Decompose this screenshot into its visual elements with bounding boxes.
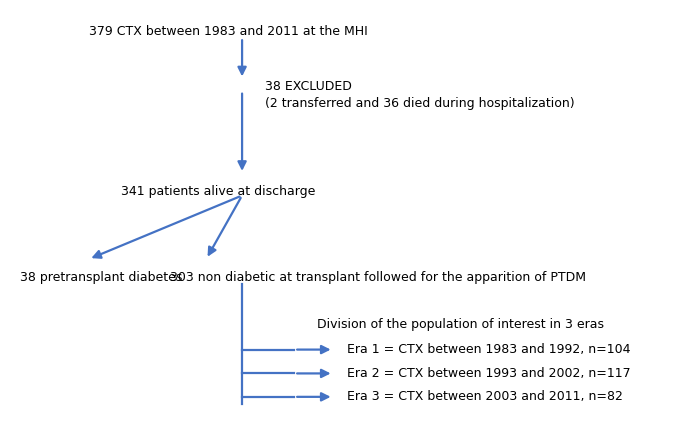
Text: 341 patients alive at discharge: 341 patients alive at discharge bbox=[121, 185, 316, 198]
Text: 303 non diabetic at transplant followed for the apparition of PTDM: 303 non diabetic at transplant followed … bbox=[170, 271, 586, 284]
Text: Era 1 = CTX between 1983 and 1992, n=104: Era 1 = CTX between 1983 and 1992, n=104 bbox=[347, 343, 630, 356]
Text: 379 CTX between 1983 and 2011 at the MHI: 379 CTX between 1983 and 2011 at the MHI bbox=[88, 25, 367, 38]
Text: Era 2 = CTX between 1993 and 2002, n=117: Era 2 = CTX between 1993 and 2002, n=117 bbox=[347, 367, 630, 380]
Text: Division of the population of interest in 3 eras: Division of the population of interest i… bbox=[317, 318, 604, 331]
Text: 38 pretransplant diabetes: 38 pretransplant diabetes bbox=[20, 271, 182, 284]
Text: 38 EXCLUDED: 38 EXCLUDED bbox=[265, 80, 352, 93]
Text: (2 transferred and 36 died during hospitalization): (2 transferred and 36 died during hospit… bbox=[265, 97, 575, 110]
Text: Era 3 = CTX between 2003 and 2011, n=82: Era 3 = CTX between 2003 and 2011, n=82 bbox=[347, 390, 622, 403]
